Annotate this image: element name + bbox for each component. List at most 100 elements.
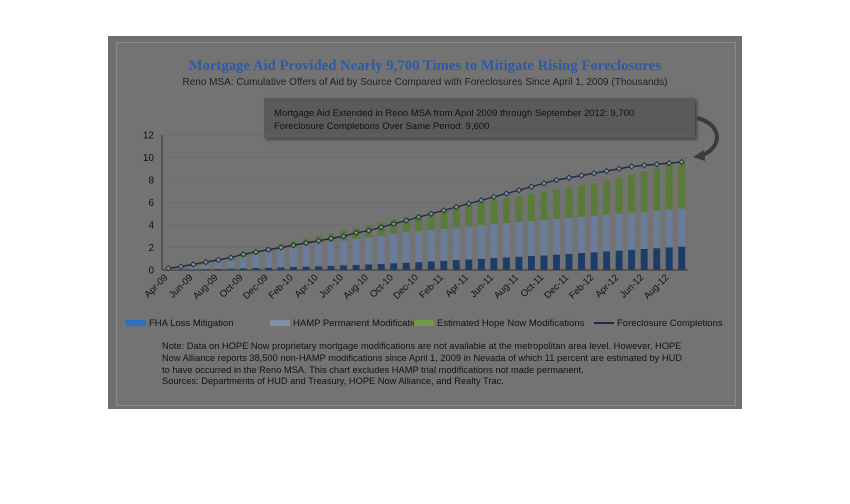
foreclosure-point: [252, 248, 260, 256]
bar-hamp: [540, 219, 548, 256]
bar-hope-now: [440, 209, 448, 229]
foreclosure-point: [503, 190, 510, 197]
bar-hamp: [277, 249, 285, 268]
foreclosure-point: [340, 233, 347, 240]
bar-hamp: [590, 215, 598, 253]
foreclosure-point: [240, 251, 247, 258]
foreclosure-point: [640, 162, 648, 169]
bar-fha: [440, 260, 448, 270]
bar-fha: [653, 248, 661, 270]
bar-fha: [277, 267, 285, 270]
x-tick-label: Oct-09: [218, 272, 246, 300]
foreclosure-point: [315, 237, 322, 244]
bar-hamp: [189, 266, 197, 270]
bar-hamp: [390, 234, 398, 264]
bar-hamp: [352, 238, 360, 265]
x-tick-label: Aug-11: [492, 272, 521, 301]
bar-hamp: [302, 245, 310, 267]
bar-hamp: [239, 257, 247, 269]
x-tick-label: Jun-11: [468, 272, 496, 300]
foreclosure-point: [590, 170, 598, 177]
foreclosure-point: [352, 229, 360, 237]
bar-hamp: [440, 228, 448, 261]
foreclosure-point: [565, 174, 573, 181]
bar-fha: [340, 265, 348, 270]
bar-hope-now: [540, 191, 548, 220]
bar-hamp: [615, 213, 623, 251]
bar-hamp: [452, 227, 460, 261]
foreclosure-point: [553, 176, 560, 184]
bar-hamp: [252, 254, 260, 268]
bar-hamp: [678, 208, 686, 247]
legend-swatch-hope-now: [414, 320, 434, 327]
bar-fha: [315, 266, 322, 270]
bar-hamp: [502, 222, 510, 258]
foreclosure-point: [453, 203, 460, 211]
foreclosure-point: [578, 172, 585, 179]
bar-fha: [377, 263, 385, 270]
bar-hope-now: [603, 181, 611, 215]
bar-hamp: [640, 211, 648, 249]
x-tick-label: Dec-10: [391, 272, 420, 301]
bar-hope-now: [578, 185, 585, 217]
foreclosure-point: [265, 246, 272, 253]
bar-hope-now: [477, 202, 485, 225]
callout-arrow: [696, 116, 719, 158]
bar-fha: [540, 255, 548, 270]
callout-line-foreclosures: Foreclosure Completions Over Same Period…: [274, 121, 490, 132]
bar-fha: [628, 249, 636, 270]
bar-hamp: [665, 209, 673, 248]
legend-label-foreclosures: Foreclosure Completions: [617, 318, 723, 329]
chart-note: Note: Data on HOPE Now proprietary mortg…: [162, 341, 722, 388]
legend-swatch-foreclosures: [594, 322, 614, 325]
bar-hamp: [490, 223, 498, 259]
foreclosure-point: [490, 193, 498, 201]
bar-fha: [202, 269, 210, 270]
foreclosure-point: [290, 242, 297, 249]
foreclosure-point: [440, 207, 448, 214]
bar-hamp: [402, 232, 410, 263]
x-tick-label: Apr-09: [142, 272, 170, 300]
bar-fha: [490, 258, 498, 270]
legend-label-hamp: HAMP Permanent Modifications: [293, 318, 428, 329]
bar-fha: [365, 264, 373, 270]
bar-hope-now: [415, 214, 423, 232]
bar-hope-now: [402, 216, 410, 233]
bar-fha: [678, 246, 686, 270]
bar-fha: [427, 261, 435, 270]
bar-hope-now: [628, 174, 636, 213]
legend-label-fha: FHA Loss Mitigation: [149, 318, 234, 329]
bar-hamp: [265, 252, 272, 268]
bar-hope-now: [553, 189, 560, 219]
bar-hamp: [214, 262, 222, 269]
bar-fha: [239, 268, 247, 270]
bar-fha: [477, 258, 485, 270]
chart-legend: FHA Loss Mitigation HAMP Permanent Modif…: [126, 318, 736, 332]
y-tick-label: 10: [143, 153, 155, 164]
bar-fha: [402, 262, 410, 270]
y-tick-label: 0: [148, 266, 154, 277]
x-tick-label: Feb-11: [417, 272, 446, 301]
x-tick-label: Oct-10: [368, 272, 396, 300]
foreclosure-point: [327, 235, 335, 242]
bar-fha: [603, 251, 611, 270]
foreclosure-point: [365, 227, 372, 234]
foreclosure-point: [277, 244, 285, 251]
note-line-4: Sources: Departments of HUD and Treasury…: [162, 376, 504, 387]
x-tick-label: Apr-11: [444, 272, 471, 299]
foreclosure-point: [190, 261, 197, 268]
x-tick-label: Aug-10: [341, 272, 370, 301]
x-tick-label: Apr-10: [293, 272, 321, 300]
bar-hope-now: [515, 196, 523, 222]
legend-item-hope-now: Estimated Hope Now Modifications: [414, 318, 584, 329]
foreclosure-point: [402, 217, 410, 224]
bar-hamp: [415, 231, 423, 263]
bar-hope-now: [565, 187, 573, 218]
legend-item-hamp: HAMP Permanent Modifications: [270, 318, 427, 329]
y-tick-label: 12: [143, 131, 155, 142]
foreclosure-point: [390, 220, 397, 228]
foreclosure-point: [377, 224, 385, 231]
bar-hamp: [377, 235, 385, 264]
bar-fha: [265, 267, 272, 270]
bar-hamp: [553, 218, 560, 255]
